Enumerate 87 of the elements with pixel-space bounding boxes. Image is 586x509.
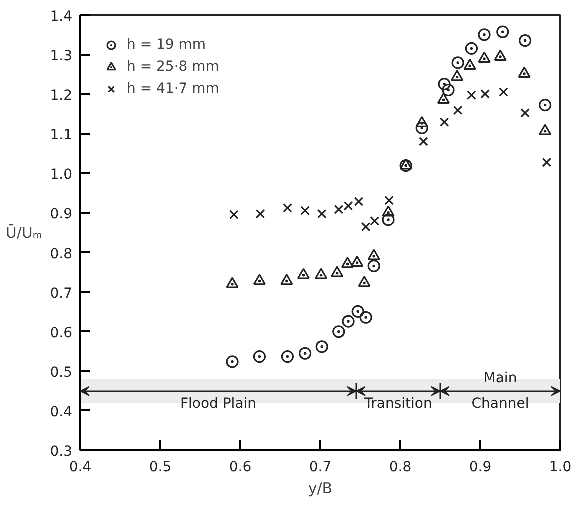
point xyxy=(344,201,354,211)
point xyxy=(342,315,355,328)
point xyxy=(519,34,532,48)
point xyxy=(384,196,394,206)
point xyxy=(283,203,292,213)
point xyxy=(442,84,455,97)
y-tick-label: 0.6 xyxy=(50,325,73,342)
point xyxy=(316,340,328,354)
y-tick-label: 0.7 xyxy=(50,286,72,302)
point xyxy=(331,266,344,278)
y-tick-label: 1.4 xyxy=(50,9,73,25)
band-label: Main Channel xyxy=(472,370,530,412)
x-tick-label: 0.6 xyxy=(229,460,252,476)
x-tick-label: 0.9 xyxy=(469,460,492,476)
point xyxy=(539,124,552,136)
point xyxy=(253,274,266,286)
y-tick-label: 1.1 xyxy=(50,128,72,144)
point xyxy=(480,90,490,99)
point xyxy=(229,210,239,220)
point xyxy=(467,90,476,100)
point xyxy=(332,326,346,338)
point xyxy=(520,108,530,118)
legend-label: h = 41·7 mm xyxy=(127,81,220,97)
point xyxy=(438,78,451,91)
y-tick-label: 0.9 xyxy=(50,206,72,223)
x-tick-label: 0.4 xyxy=(69,460,92,476)
point xyxy=(453,106,463,116)
x-tick-label: 0.7 xyxy=(309,460,332,476)
y-tick-label: 0.5 xyxy=(50,364,72,381)
point xyxy=(539,98,552,112)
y-axis-title: Ū/Uₘ xyxy=(6,224,42,242)
point xyxy=(352,305,364,318)
point xyxy=(334,204,344,214)
y-tick-label: 0.4 xyxy=(50,404,73,420)
x-tick-label: 0.5 xyxy=(149,460,172,476)
point xyxy=(416,116,428,128)
point xyxy=(280,274,294,286)
point xyxy=(452,56,464,70)
x-tick-label: 0.8 xyxy=(389,460,412,476)
y-tick-label: 1.0 xyxy=(50,167,72,184)
point xyxy=(478,28,491,42)
point xyxy=(464,58,476,70)
point xyxy=(317,209,327,219)
point xyxy=(368,249,380,260)
point xyxy=(256,209,266,219)
point xyxy=(370,216,380,226)
band-label: Transition xyxy=(364,396,432,412)
point xyxy=(341,257,354,268)
point xyxy=(297,268,310,280)
band-label: Flood Plain xyxy=(180,396,257,412)
point xyxy=(400,159,412,172)
legend-label: h = 25·8 mm xyxy=(127,59,220,75)
point xyxy=(496,26,510,38)
x-tick-label: 1.0 xyxy=(549,460,572,476)
point xyxy=(465,42,478,56)
point xyxy=(351,256,364,268)
point xyxy=(518,66,531,78)
y-tick-label: 1.2 xyxy=(50,88,72,104)
point xyxy=(368,260,380,273)
point xyxy=(478,52,491,63)
point xyxy=(382,206,395,217)
point xyxy=(542,158,552,168)
point xyxy=(281,350,294,364)
point xyxy=(358,276,371,288)
x-axis-title: y/B xyxy=(308,480,333,498)
point xyxy=(226,277,239,288)
legend-label: h = 19 mm xyxy=(127,37,206,53)
point xyxy=(440,118,450,127)
point xyxy=(315,268,328,280)
point xyxy=(419,136,428,146)
point xyxy=(226,356,239,368)
point xyxy=(361,222,371,232)
point xyxy=(499,88,508,97)
point xyxy=(451,70,464,82)
y-tick-label: 1.3 xyxy=(50,48,72,65)
point xyxy=(253,350,266,364)
point xyxy=(400,158,412,170)
y-tick-label: 0.8 xyxy=(50,246,72,262)
point xyxy=(437,92,450,104)
point xyxy=(360,311,372,324)
point xyxy=(299,347,312,360)
point xyxy=(494,50,507,61)
point xyxy=(354,197,364,206)
y-tick-label: 0.3 xyxy=(50,444,72,460)
point xyxy=(416,122,428,134)
point xyxy=(300,206,310,216)
point xyxy=(382,214,395,226)
